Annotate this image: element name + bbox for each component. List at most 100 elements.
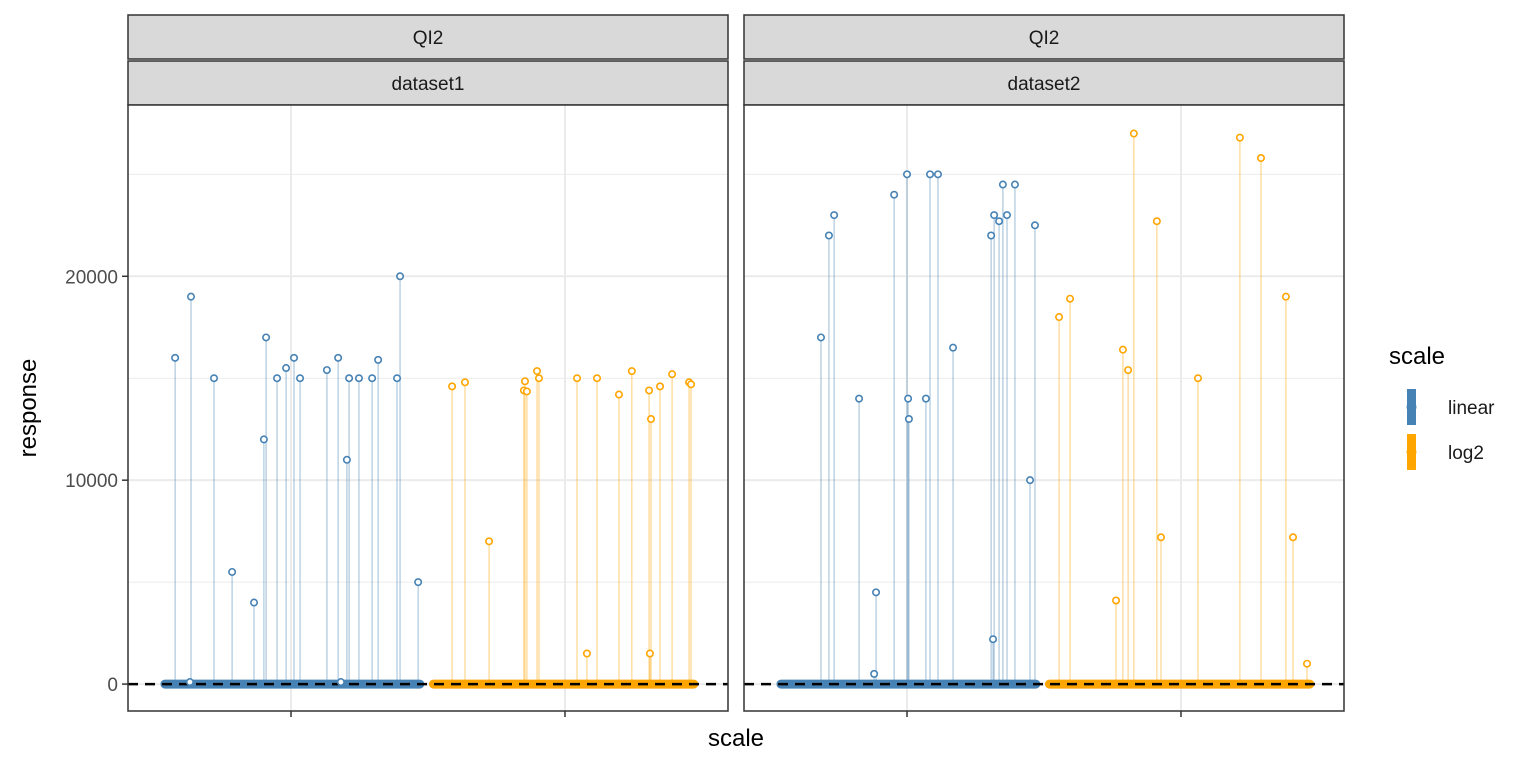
facet-strip-bottom xyxy=(743,60,1345,106)
data-point-linear xyxy=(345,374,354,383)
legend-key-linear-point xyxy=(1406,402,1417,412)
facet-strip-top-label: QI2 xyxy=(1029,28,1060,49)
facet-strip-top xyxy=(743,14,1345,60)
data-point-log2 xyxy=(1235,133,1244,142)
data-point-log2 xyxy=(1112,596,1121,605)
data-point-linear xyxy=(368,374,377,383)
data-point-linear xyxy=(336,678,345,687)
data-point-linear xyxy=(396,272,405,281)
data-point-log2 xyxy=(1156,533,1165,542)
data-point-linear xyxy=(921,394,930,403)
data-point-linear xyxy=(228,567,237,576)
data-point-linear xyxy=(210,374,219,383)
data-point-linear xyxy=(354,374,363,383)
data-point-linear xyxy=(855,394,864,403)
data-point-linear xyxy=(870,669,879,678)
legend-key-log2-point xyxy=(1406,447,1417,457)
legend-label-log2: log2 xyxy=(1448,443,1484,464)
data-point-linear xyxy=(374,355,383,364)
data-point-linear xyxy=(187,292,196,301)
data-point-linear xyxy=(872,588,881,597)
series-linear xyxy=(160,276,425,689)
data-point-linear xyxy=(250,598,259,607)
plot-background xyxy=(128,105,728,711)
data-point-linear xyxy=(890,190,899,199)
legend: scale linear log2 xyxy=(1389,343,1495,470)
data-point-linear xyxy=(989,635,998,644)
plot-background xyxy=(744,105,1344,711)
data-point-linear xyxy=(816,333,825,342)
facet-panel-2: QI2 dataset2 xyxy=(743,14,1345,717)
data-point-linear xyxy=(393,374,402,383)
y-tick-label: 20000 xyxy=(65,267,118,288)
data-point-log2 xyxy=(1124,366,1133,375)
data-point-linear xyxy=(990,211,999,220)
data-point-log2 xyxy=(460,378,469,387)
facet-panel-1: QI2 dataset1 0 10000 20000 xyxy=(65,14,729,717)
y-axis-title: response xyxy=(15,359,42,458)
y-tick-label: 10000 xyxy=(65,471,118,492)
data-point-linear xyxy=(1030,221,1039,230)
data-point-log2 xyxy=(647,415,656,424)
data-point-linear xyxy=(185,678,194,687)
data-point-linear xyxy=(1003,211,1012,220)
data-point-linear xyxy=(903,170,912,179)
data-point-linear xyxy=(296,374,305,383)
data-point-linear xyxy=(949,343,958,352)
data-point-log2 xyxy=(1303,659,1312,668)
data-point-log2 xyxy=(1152,217,1161,226)
data-point-linear xyxy=(262,333,271,342)
data-point-log2 xyxy=(485,537,494,546)
data-point-log2 xyxy=(627,367,636,376)
series-linear xyxy=(776,174,1041,689)
data-point-log2 xyxy=(1118,345,1127,354)
data-point-linear xyxy=(322,366,331,375)
data-point-log2 xyxy=(1281,292,1290,301)
data-point-log2 xyxy=(614,390,623,399)
facet-strip-top-label: QI2 xyxy=(413,28,444,49)
data-point-log2 xyxy=(522,387,531,396)
data-point-log2 xyxy=(573,374,582,383)
data-point-linear xyxy=(414,578,423,587)
data-point-linear xyxy=(995,217,1004,226)
legend-entry-linear[interactable]: linear xyxy=(1406,389,1496,425)
data-point-linear xyxy=(290,353,299,362)
data-point-log2 xyxy=(448,382,457,391)
data-point-linear xyxy=(273,374,282,383)
data-point-linear xyxy=(1026,476,1035,485)
data-point-log2 xyxy=(520,377,529,386)
legend-label-linear: linear xyxy=(1448,398,1495,419)
data-point-linear xyxy=(926,170,935,179)
y-tick-label: 0 xyxy=(107,675,118,696)
data-point-linear xyxy=(904,415,913,424)
data-point-log2 xyxy=(582,649,591,658)
data-point-log2 xyxy=(534,374,543,383)
data-point-log2 xyxy=(593,374,602,383)
data-point-linear xyxy=(933,170,942,179)
data-point-log2 xyxy=(533,367,542,376)
data-point-log2 xyxy=(645,649,654,658)
legend-entry-log2[interactable]: log2 xyxy=(1406,434,1484,470)
data-point-log2 xyxy=(668,370,677,379)
data-point-log2 xyxy=(1066,294,1075,303)
data-point-linear xyxy=(987,231,996,240)
data-point-linear xyxy=(904,394,913,403)
facet-strip-bottom-label: dataset1 xyxy=(392,74,465,95)
data-point-linear xyxy=(259,435,268,444)
data-point-log2 xyxy=(656,382,665,391)
legend-title: scale xyxy=(1389,343,1445,370)
data-point-linear xyxy=(998,180,1007,189)
data-point-linear xyxy=(171,353,180,362)
data-point-log2 xyxy=(1129,129,1138,138)
data-point-log2 xyxy=(645,386,654,395)
panel-border xyxy=(743,104,1345,712)
x-axis-title: scale xyxy=(708,725,764,752)
data-point-linear xyxy=(830,211,839,220)
data-point-linear xyxy=(824,231,833,240)
panel-border xyxy=(127,104,729,712)
facet-strip-bottom xyxy=(127,60,729,106)
data-point-log2 xyxy=(1289,533,1298,542)
data-point-linear xyxy=(342,455,351,464)
facet-strip-top xyxy=(127,14,729,60)
